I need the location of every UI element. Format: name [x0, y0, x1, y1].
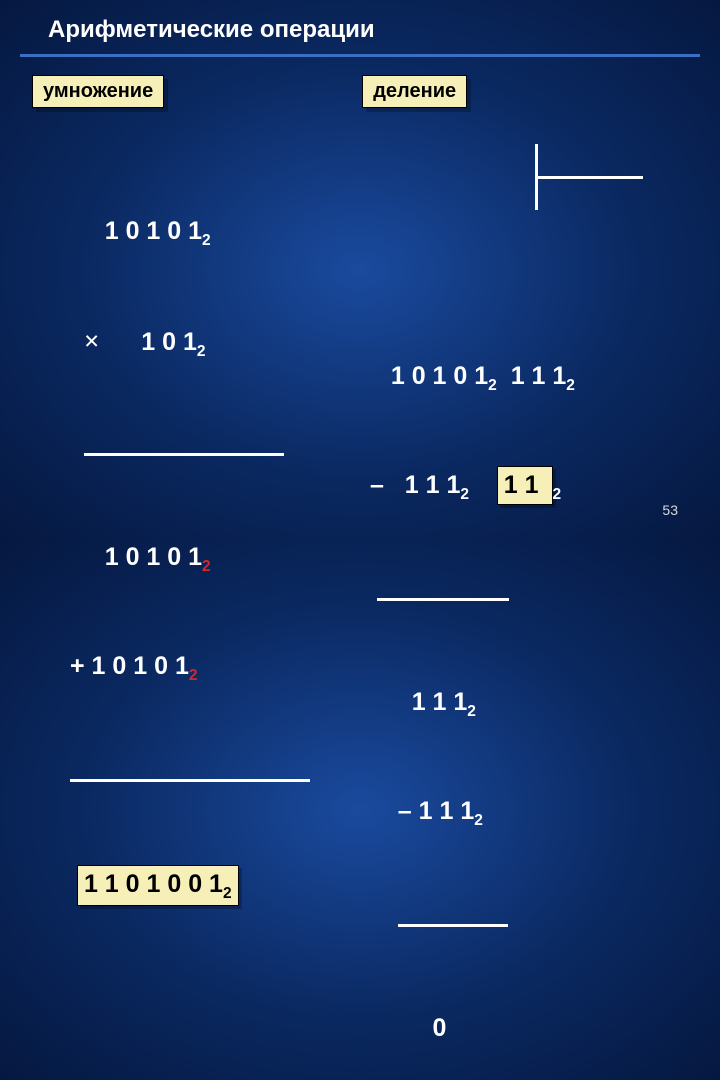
div-dividend: 1 0 1 0 12 — [391, 362, 497, 390]
division-work: 1 0 1 0 12 1 1 12 – 1 1 12 1 1 2 1 1 12 … — [370, 140, 710, 1080]
div-quotient: 1 1 — [497, 466, 553, 504]
mult-result: 1 1 0 1 0 0 12 — [77, 865, 239, 906]
div-sub2: 1 1 12 — [419, 797, 483, 825]
div-remainder1: 1 1 12 — [412, 688, 476, 716]
mult-operand1: 1 0 1 0 12 — [105, 217, 211, 245]
mult-partial2: + 1 0 1 0 12 — [70, 652, 197, 680]
label-division: деление — [362, 75, 467, 108]
label-multiplication: умножение — [32, 75, 164, 108]
content-area: 1 0 1 0 12 × 1 0 12 1 0 1 0 12 + 1 0 1 0… — [0, 140, 720, 1080]
mult-partial1: 1 0 1 0 12 — [105, 543, 211, 571]
minus-icon-2: – — [398, 797, 412, 825]
slide-title: Арифметические операции — [20, 0, 700, 57]
div-remainder2: 0 — [433, 1014, 447, 1042]
multiplication-work: 1 0 1 0 12 × 1 0 12 1 0 1 0 12 + 1 0 1 0… — [70, 140, 370, 1080]
div-sub1: 1 1 12 — [405, 471, 469, 499]
division-bracket-horizontal — [535, 176, 643, 179]
mult-operand2: 1 0 12 — [141, 328, 205, 356]
section-labels: умножение деление — [0, 75, 720, 108]
minus-icon: – — [370, 471, 384, 499]
times-icon: × — [84, 325, 100, 356]
page-number: 53 — [662, 502, 678, 518]
div-divisor: 1 1 12 — [511, 362, 575, 390]
